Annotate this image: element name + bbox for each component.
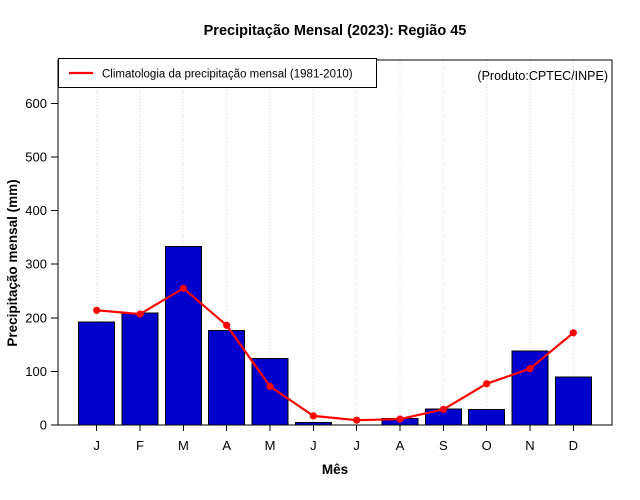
x-tick-label: J [310,438,317,453]
x-axis-title: Mês [322,462,348,477]
y-tick-label: 400 [25,203,47,218]
chart-title: Precipitação Mensal (2023): Região 45 [204,23,467,39]
x-tick-label: S [439,438,448,453]
bar [468,408,506,426]
x-tick-label: M [178,438,189,453]
y-tick-label: 100 [25,364,47,379]
x-tick-label: J [353,438,360,453]
climatology-point [93,306,101,314]
climatology-point [483,380,491,388]
climatology-point [309,412,317,420]
bar [554,376,592,426]
y-tick-label: 200 [25,310,47,325]
x-tick-label: F [136,438,144,453]
climatology-point [179,284,187,292]
x-tick-label: D [569,438,578,453]
climatology-point [569,329,577,337]
x-tick-label: A [222,438,231,453]
climatology-point [266,382,274,391]
x-tick-label: N [525,438,534,453]
y-tick-label: 600 [25,96,47,111]
x-tick-label: O [482,438,492,453]
climatology-line [96,287,575,422]
legend-label: Climatologia da precipitação mensal (198… [102,69,353,81]
bar [208,330,246,426]
y-tick-label: 500 [25,150,47,165]
climatology-point [223,321,231,329]
bar [121,312,159,426]
climatology-point [396,415,404,423]
climatology-point [526,365,534,373]
source-note: (Produto:CPTEC/INPE) [477,69,608,83]
legend: Climatologia da precipitação mensal (198… [58,58,377,88]
x-tick-label: M [265,438,276,453]
climatology-point [136,310,144,318]
bar [164,246,202,426]
climatology-point [439,405,447,414]
bar [78,321,116,426]
y-axis-title: Precipitação mensal (mm) [5,179,20,346]
x-tick-label: J [93,438,100,453]
y-tick-label: 0 [40,418,47,433]
climatology-point [353,416,361,424]
plot-area: 0 100 200 300 400 500 600 J F M A M J J A S O N D [25,59,613,453]
bar [511,350,549,426]
legend-box [58,58,377,88]
y-tick-label: 300 [25,257,47,272]
x-tick-label: A [396,438,405,453]
